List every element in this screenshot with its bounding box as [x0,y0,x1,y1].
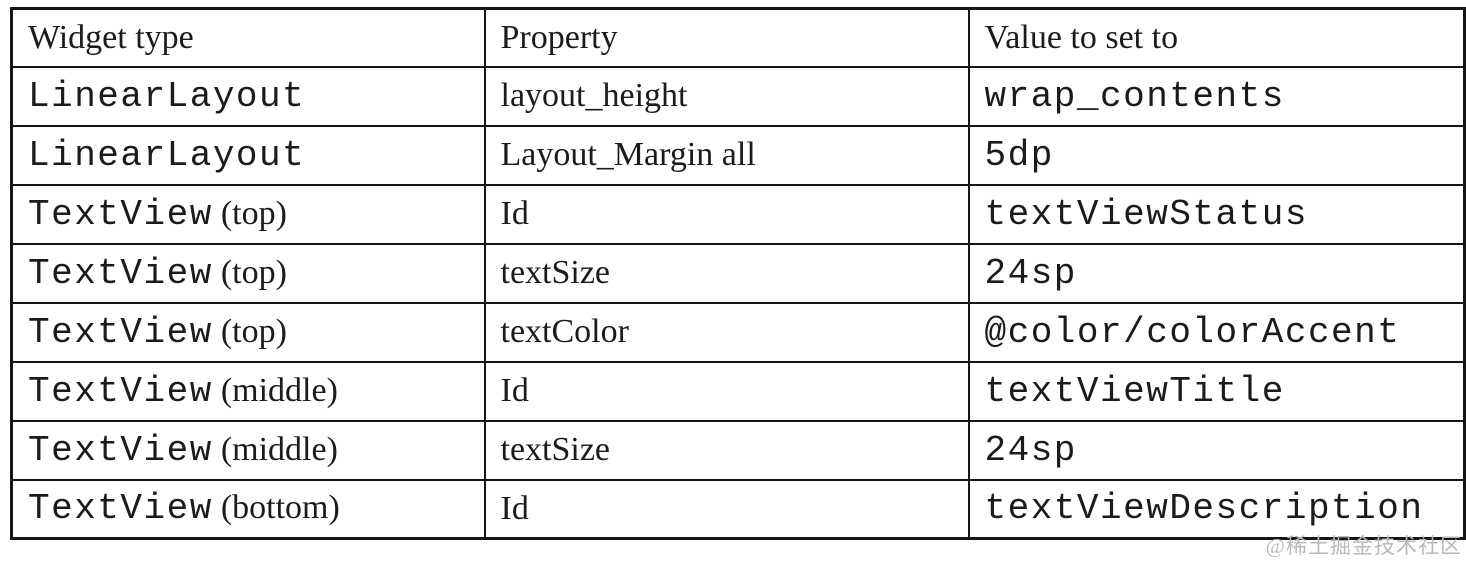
property-cell: Id [483,183,970,245]
property-cell: textColor [483,301,970,363]
property-text: textSize [500,254,611,291]
widget-type-cell: TextView (top) [10,301,486,363]
column-header-widget-type: Widget type [10,7,486,68]
widget-note-text: (middle) [220,371,338,409]
value-text: textViewDescription [984,488,1424,530]
header-row: Widget type Property Value to set to [10,7,1466,68]
property-text: Layout_Margin all [500,136,756,173]
widget-code-text: TextView [28,429,213,471]
value-cell: 24sp [967,419,1466,481]
table-row: TextView (top) Id textViewStatus [10,183,1466,245]
column-header-value: Value to set to [967,7,1466,68]
value-cell: textViewStatus [967,183,1466,245]
value-text: textViewTitle [984,370,1285,412]
widget-type-cell: LinearLayout [10,65,486,127]
widget-note-text: (top) [220,253,287,291]
value-text: 24sp [984,429,1077,471]
value-text: wrap_contents [984,75,1285,117]
value-text: @color/colorAccent [984,311,1401,353]
property-text: textColor [500,313,629,350]
widget-code-text: TextView [28,252,213,294]
widget-type-cell: TextView (top) [10,242,486,304]
value-cell: 24sp [967,242,1466,304]
table-row: LinearLayout Layout_Margin all 5dp [10,124,1466,186]
table-row: TextView (top) textColor @color/colorAccent [10,301,1466,363]
value-text: textViewStatus [984,193,1308,235]
widget-note-text: (middle) [220,430,338,468]
property-cell: layout_height [483,65,970,127]
value-cell: 5dp [967,124,1466,186]
widget-note-text: (bottom) [220,489,340,527]
widget-note-text: (top) [220,194,287,232]
widget-code-text: LinearLayout [28,134,306,176]
property-cell: textSize [483,242,970,304]
widget-note-text: (top) [220,312,287,350]
property-text: layout_height [500,77,688,114]
table-row: TextView (top) textSize 24sp [10,242,1466,304]
property-cell: Id [483,360,970,422]
value-text: 24sp [984,252,1077,294]
widget-type-cell: TextView (middle) [10,419,486,481]
table-row: TextView (bottom) Id textViewDescription [10,478,1466,540]
property-text: textSize [500,431,611,468]
column-header-property: Property [483,7,970,68]
properties-table: Widget type Property Value to set to Lin… [10,7,1466,540]
value-cell: wrap_contents [967,65,1466,127]
property-text: Id [500,195,529,232]
property-cell: Id [483,478,970,540]
value-cell: textViewDescription [967,478,1466,540]
widget-code-text: LinearLayout [28,75,306,117]
value-text: 5dp [984,134,1054,176]
widget-type-cell: TextView (middle) [10,360,486,422]
widget-type-cell: TextView (top) [10,183,486,245]
value-cell: @color/colorAccent [967,301,1466,363]
widget-code-text: TextView [28,311,213,353]
table-row: TextView (middle) Id textViewTitle [10,360,1466,422]
value-cell: textViewTitle [967,360,1466,422]
widget-code-text: TextView [28,370,213,412]
widget-code-text: TextView [28,488,213,530]
widget-code-text: TextView [28,193,213,235]
property-text: Id [500,489,529,527]
widget-type-cell: LinearLayout [10,124,486,186]
property-cell: textSize [483,419,970,481]
widget-type-cell: TextView (bottom) [10,478,486,540]
table-row: LinearLayout layout_height wrap_contents [10,65,1466,127]
property-text: Id [500,372,529,409]
table-row: TextView (middle) textSize 24sp [10,419,1466,481]
watermark: @稀土掘金技术社区 [1265,534,1462,558]
table-body: LinearLayout layout_height wrap_contents Li… [10,65,1466,540]
property-cell: Layout_Margin all [483,124,970,186]
table-header: Widget type Property Value to set to [10,7,1466,68]
